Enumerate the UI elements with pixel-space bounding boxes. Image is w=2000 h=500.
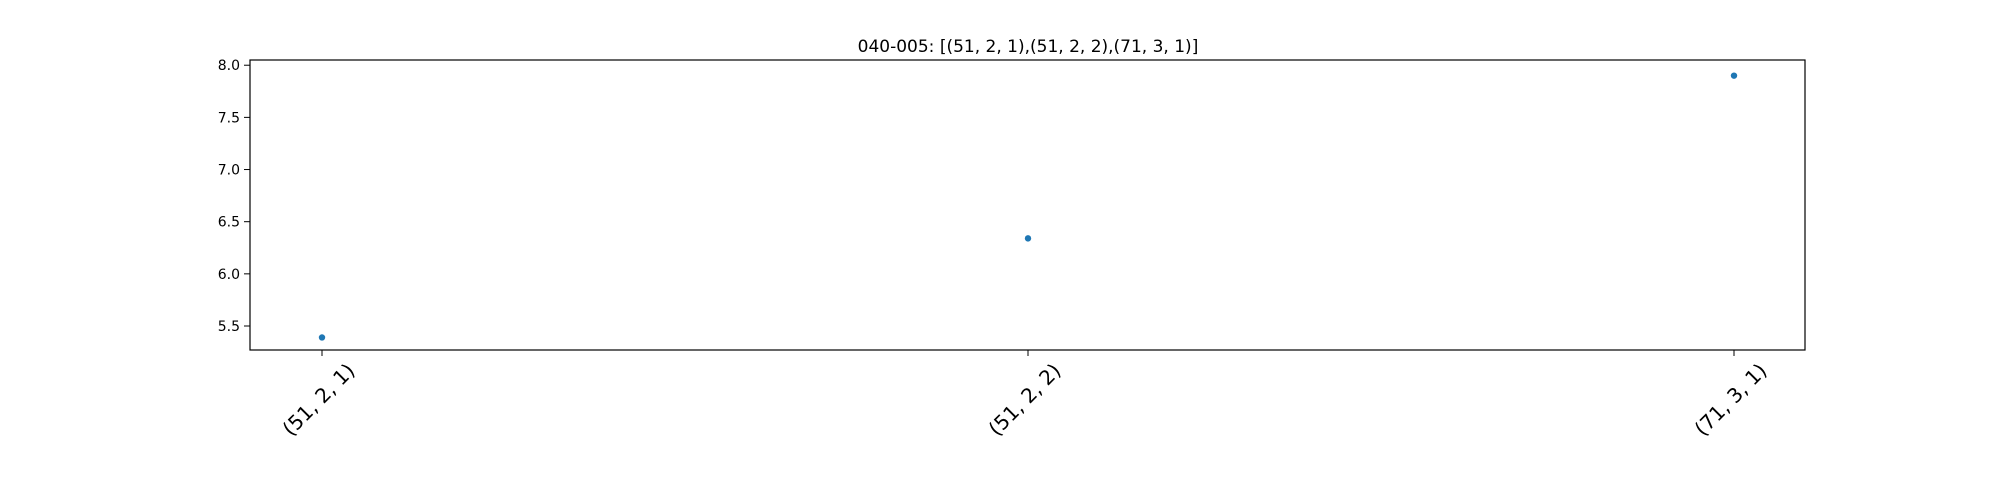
chart-title: 040-005: [(51, 2, 1),(51, 2, 2),(71, 3, … [858,37,1199,57]
y-tick-label: 6.5 [218,215,240,231]
y-tick-label: 7.0 [218,163,240,179]
y-tick-label: 7.5 [218,110,240,126]
data-point [1024,235,1032,242]
data-point [318,334,326,341]
y-tick-label: 8.0 [218,58,240,74]
y-tick-label: 6.0 [218,267,240,283]
data-point [1730,72,1738,79]
y-tick-label: 5.5 [218,319,240,335]
